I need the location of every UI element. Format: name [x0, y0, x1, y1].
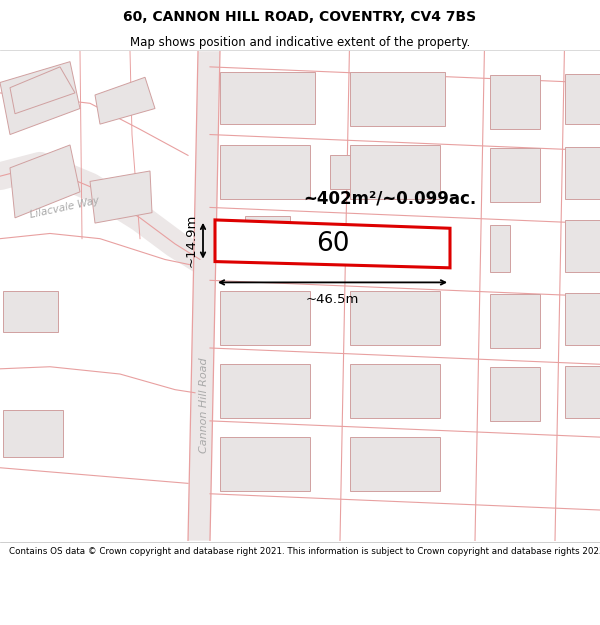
Text: 60: 60 — [316, 231, 349, 258]
Bar — [565, 293, 600, 345]
Bar — [350, 436, 440, 491]
Bar — [490, 225, 510, 272]
Bar — [350, 364, 440, 418]
Bar — [245, 216, 290, 259]
Polygon shape — [188, 51, 220, 541]
Bar — [490, 367, 540, 421]
Bar — [565, 74, 600, 124]
Bar — [3, 411, 63, 458]
Polygon shape — [215, 220, 450, 268]
Polygon shape — [95, 78, 155, 124]
Bar — [565, 366, 600, 418]
Bar — [220, 436, 310, 491]
Bar — [565, 220, 600, 272]
Text: ~14.9m: ~14.9m — [185, 214, 198, 268]
Bar — [490, 294, 540, 348]
Bar — [350, 291, 440, 345]
Text: ~46.5m: ~46.5m — [305, 293, 359, 306]
Bar — [220, 291, 310, 345]
Bar — [220, 145, 310, 199]
Bar — [350, 72, 445, 126]
Bar — [220, 364, 310, 418]
Polygon shape — [90, 171, 152, 223]
Bar — [490, 75, 540, 129]
Bar — [490, 148, 540, 202]
Text: Map shows position and indicative extent of the property.: Map shows position and indicative extent… — [130, 36, 470, 49]
Bar — [565, 147, 600, 199]
Text: Contains OS data © Crown copyright and database right 2021. This information is : Contains OS data © Crown copyright and d… — [9, 548, 600, 556]
Polygon shape — [10, 145, 80, 218]
Text: ~402m²/~0.099ac.: ~402m²/~0.099ac. — [304, 189, 476, 208]
Text: Cannon Hill Road: Cannon Hill Road — [199, 357, 209, 453]
Polygon shape — [10, 67, 75, 114]
Bar — [220, 72, 315, 124]
Bar — [3, 291, 58, 332]
Bar — [330, 156, 360, 189]
Polygon shape — [0, 62, 80, 134]
Bar — [350, 145, 440, 199]
Text: Lilacvale Way: Lilacvale Way — [29, 195, 101, 219]
Text: 60, CANNON HILL ROAD, COVENTRY, CV4 7BS: 60, CANNON HILL ROAD, COVENTRY, CV4 7BS — [124, 10, 476, 24]
